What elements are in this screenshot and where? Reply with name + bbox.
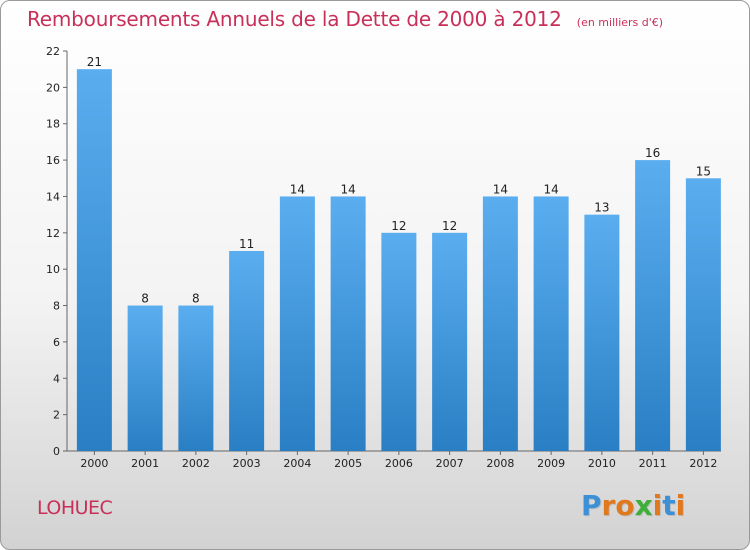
y-tick-label: 0 <box>53 445 60 458</box>
bar-value-label: 11 <box>239 237 254 251</box>
y-tick-label: 18 <box>46 118 60 131</box>
logo-letter: i <box>652 489 663 522</box>
y-tick-label: 20 <box>46 81 60 94</box>
bar <box>482 196 518 451</box>
chart-title: Remboursements Annuels de la Dette de 20… <box>27 7 562 31</box>
logo-letter: r <box>601 489 616 522</box>
y-tick-label: 16 <box>46 154 60 167</box>
y-tick-label: 12 <box>46 227 60 240</box>
bar <box>279 196 315 451</box>
bar <box>229 251 265 451</box>
x-tick-label: 2010 <box>588 457 616 470</box>
logo-letter: o <box>615 489 635 522</box>
bar-value-label: 8 <box>141 292 149 306</box>
bar <box>127 305 163 451</box>
logo-letter: i <box>675 489 686 522</box>
bar-value-label: 15 <box>696 164 711 178</box>
logo-letter: t <box>662 489 676 522</box>
bar <box>178 305 214 451</box>
y-tick-label: 2 <box>53 409 60 422</box>
y-tick-label: 14 <box>46 190 60 203</box>
bar <box>635 160 671 451</box>
bar-value-label: 12 <box>391 219 406 233</box>
bar-value-label: 14 <box>290 182 305 196</box>
y-tick-label: 4 <box>53 372 60 385</box>
x-tick-label: 2009 <box>537 457 565 470</box>
bar-value-label: 14 <box>543 182 558 196</box>
proxiti-logo: Proxiti <box>581 489 685 522</box>
y-tick-label: 22 <box>46 45 60 58</box>
chart-header: Remboursements Annuels de la Dette de 20… <box>27 7 663 31</box>
bar-value-label: 21 <box>87 55 102 69</box>
bar <box>685 178 721 452</box>
bar-value-label: 13 <box>594 201 609 215</box>
logo-letter: x <box>634 489 653 522</box>
bar <box>76 69 112 451</box>
bar <box>533 196 569 451</box>
bar-value-label: 12 <box>442 219 457 233</box>
bar <box>584 214 620 451</box>
x-tick-label: 2005 <box>334 457 362 470</box>
bar-value-label: 14 <box>340 182 355 196</box>
y-tick-label: 10 <box>46 263 60 276</box>
y-tick-label: 8 <box>53 300 60 313</box>
y-tick-label: 6 <box>53 336 60 349</box>
bar <box>381 232 417 451</box>
x-tick-label: 2004 <box>283 457 311 470</box>
bar <box>432 232 468 451</box>
bar-value-label: 16 <box>645 146 660 160</box>
x-tick-label: 2012 <box>689 457 717 470</box>
x-tick-label: 2001 <box>131 457 159 470</box>
x-tick-label: 2007 <box>436 457 464 470</box>
x-tick-label: 2000 <box>80 457 108 470</box>
x-tick-label: 2002 <box>182 457 210 470</box>
bar <box>330 196 366 451</box>
x-tick-label: 2006 <box>385 457 413 470</box>
x-tick-label: 2008 <box>486 457 514 470</box>
bar-value-label: 14 <box>493 182 508 196</box>
x-tick-label: 2011 <box>639 457 667 470</box>
chart-subtitle: (en milliers d'€) <box>576 16 664 29</box>
logo-letter: P <box>581 489 602 522</box>
x-tick-label: 2003 <box>233 457 261 470</box>
commune-name: LOHUEC <box>37 497 113 519</box>
bar-value-label: 8 <box>192 292 200 306</box>
